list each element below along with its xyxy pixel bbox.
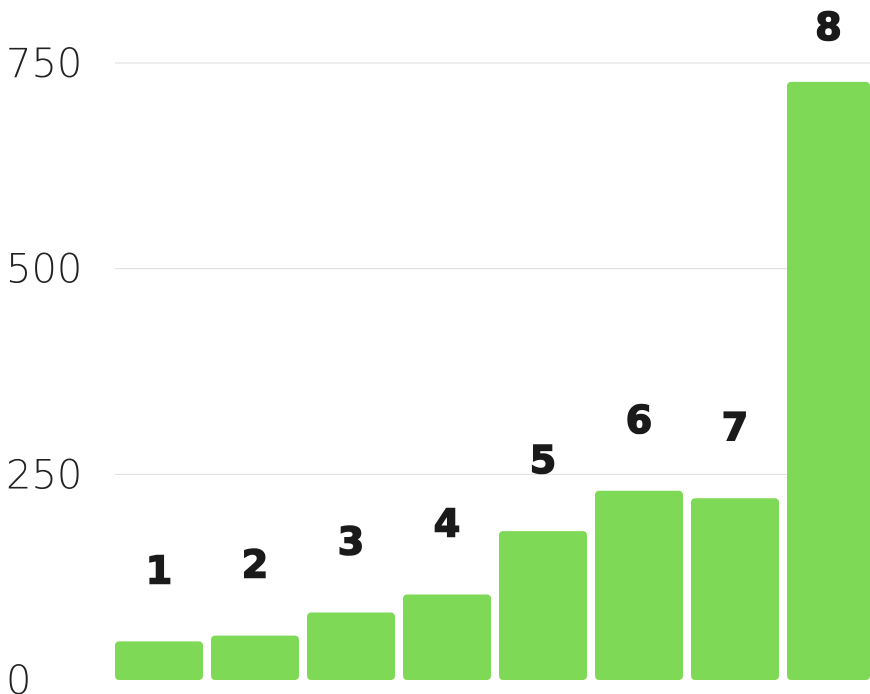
bar-label-1: 1 [146,548,172,592]
bar-category-labels: 1 2 3 4 5 6 7 8 [145,4,843,593]
bar-label-7: 7 [722,405,748,449]
y-axis-tick-labels: 0 250 500 750 [6,41,82,694]
bar-4 [403,594,491,680]
bar-label-2: 2 [242,543,268,587]
bar-8 [787,81,870,681]
bar-label-5: 5 [530,438,556,482]
y-tick-label-500: 500 [6,247,82,293]
bars [115,81,870,681]
bar-label-6: 6 [626,398,652,442]
bar-label-8: 8 [815,5,841,49]
bar-7 [691,498,779,680]
bar-1 [115,641,203,680]
bar-label-4: 4 [434,501,460,545]
bar-5 [499,531,587,680]
y-tick-label-250: 250 [6,452,82,498]
bar-2 [211,635,299,680]
y-tick-label-0: 0 [6,658,31,694]
bar-label-3: 3 [338,520,364,564]
bar-6 [595,490,683,680]
y-tick-label-750: 750 [6,41,82,87]
bar-3 [307,612,395,680]
grid-lines [115,62,870,475]
